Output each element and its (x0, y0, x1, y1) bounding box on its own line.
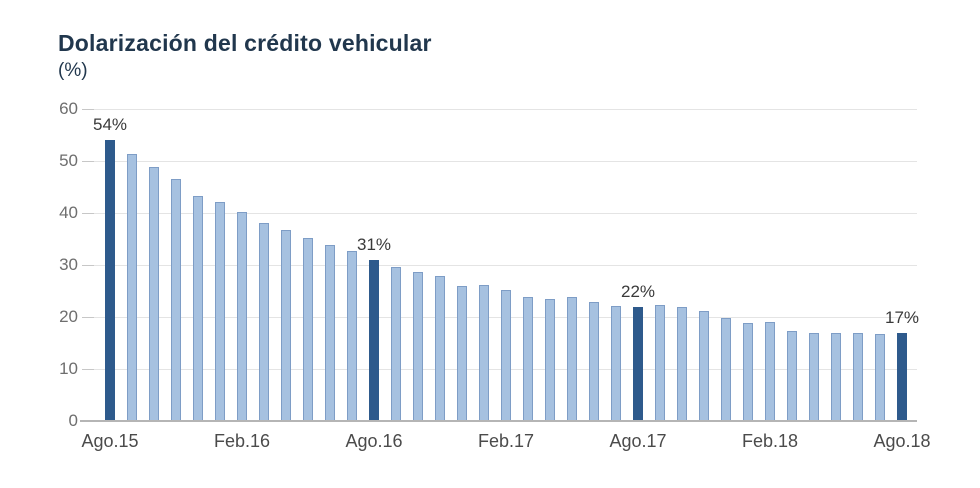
bar (545, 299, 555, 421)
bar (853, 332, 863, 421)
bar-value-label: 22% (620, 281, 656, 301)
bar (875, 334, 885, 421)
y-axis-tick-mark (82, 109, 94, 110)
bar (765, 322, 775, 421)
chart-title: Dolarización del crédito vehicular (58, 30, 432, 56)
bar (413, 271, 423, 421)
bar (457, 286, 467, 421)
bar (193, 196, 203, 421)
bar (611, 305, 621, 421)
plot-area: 54% 31% 22% 17% (80, 109, 919, 422)
x-tick-label-Ago.16: Ago.16 (345, 431, 403, 451)
x-tick-label-Feb.18: Feb.18 (741, 431, 799, 451)
bar (589, 301, 599, 421)
x-tick-label-Ago.18: Ago.18 (873, 431, 931, 451)
bar (259, 222, 269, 421)
bar-value-label: 31% (356, 234, 392, 254)
bar (831, 332, 841, 421)
bar-highlighted (633, 306, 643, 421)
bar (215, 202, 225, 421)
y-tick-label-40: 40 (59, 203, 78, 222)
bar-highlighted (105, 140, 115, 421)
y-tick-label-0: 0 (68, 411, 78, 430)
bar (171, 179, 181, 421)
bar (127, 154, 137, 421)
bar (479, 285, 489, 421)
bar (743, 322, 753, 421)
bar (347, 251, 357, 421)
y-tick-label-30: 30 (59, 255, 78, 274)
bar (787, 331, 797, 421)
y-tick-label-60: 60 (59, 99, 78, 118)
bar (237, 211, 247, 421)
bar (677, 306, 687, 421)
bar (435, 275, 445, 421)
y-axis-tick-mark (82, 317, 94, 318)
bar (809, 333, 819, 421)
y-axis-tick-mark (82, 265, 94, 266)
bar (325, 245, 335, 421)
y-axis-tick-mark (82, 161, 94, 162)
y-axis-tick-mark (82, 213, 94, 214)
chart-subtitle-percent-unit: (%) (58, 60, 88, 81)
gridline-40 (88, 213, 917, 214)
bar-highlighted (897, 332, 907, 421)
bar (391, 266, 401, 421)
y-axis-tick-mark (82, 369, 94, 370)
bar (699, 310, 709, 421)
bar-highlighted (369, 259, 379, 421)
y-tick-label-10: 10 (59, 359, 78, 378)
x-tick-label-Feb.16: Feb.16 (213, 431, 271, 451)
x-axis-line (80, 420, 917, 422)
bar (567, 297, 577, 421)
x-tick-label-Feb.17: Feb.17 (477, 431, 535, 451)
y-tick-label-50: 50 (59, 151, 78, 170)
bar (655, 305, 665, 421)
bar-value-label: 54% (92, 115, 128, 135)
gridline-60 (88, 109, 917, 110)
bar (501, 289, 511, 421)
bar (149, 167, 159, 421)
y-tick-label-20: 20 (59, 307, 78, 326)
gridline-30 (88, 265, 917, 266)
gridline-50 (88, 161, 917, 162)
x-tick-label-Ago.15: Ago.15 (81, 431, 139, 451)
bar (523, 297, 533, 421)
bar (303, 238, 313, 421)
bar (281, 229, 291, 421)
bar (721, 317, 731, 421)
x-tick-label-Ago.17: Ago.17 (609, 431, 667, 451)
bar-value-label: 17% (884, 307, 920, 327)
